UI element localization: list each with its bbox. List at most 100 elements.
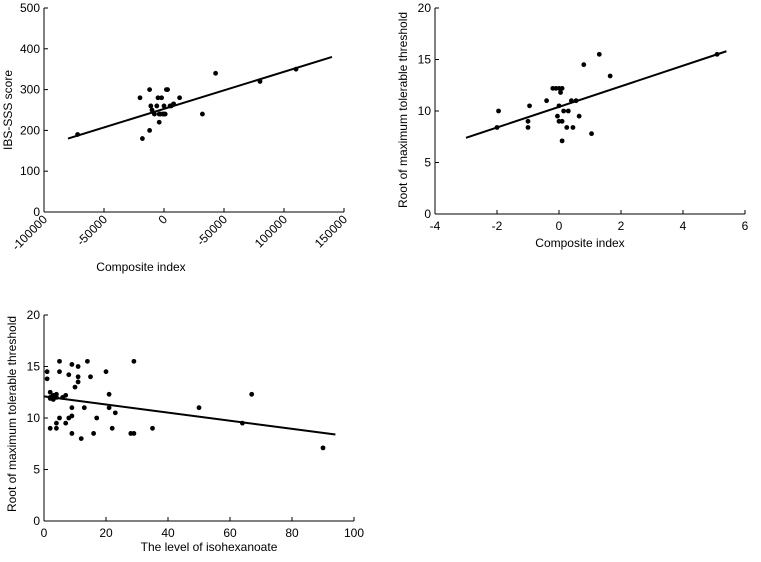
data-point (559, 85, 565, 91)
data-point (88, 374, 93, 380)
data-point (140, 136, 145, 141)
data-point (196, 405, 202, 411)
data-point (69, 413, 75, 419)
data-point (155, 95, 161, 101)
data-point (147, 87, 153, 92)
data-point (293, 66, 299, 72)
data-point (570, 125, 576, 130)
x-tick-label: 20 (99, 526, 113, 540)
data-point (556, 103, 562, 109)
data-point (57, 415, 62, 421)
y-tick-label: 20 (418, 1, 432, 15)
data-point (156, 119, 162, 125)
data-point (109, 425, 115, 431)
data-point (63, 392, 69, 398)
regression-line (67, 56, 333, 140)
data-point (200, 111, 205, 117)
data-point (131, 358, 137, 364)
data-point (75, 364, 81, 369)
data-point (544, 98, 549, 104)
x-tick-label: 2 (618, 219, 625, 233)
data-point (103, 369, 109, 375)
data-point (240, 420, 245, 426)
data-point (525, 125, 531, 130)
data-point (561, 108, 567, 114)
y-tick-label: 0 (424, 207, 431, 221)
data-point (106, 405, 112, 411)
data-point (152, 111, 157, 117)
data-point (148, 103, 154, 109)
y-tick-label: 500 (20, 1, 40, 15)
data-point (159, 95, 165, 101)
data-point (72, 384, 78, 390)
data-point (494, 125, 500, 130)
x-tick-label: 40 (161, 526, 175, 540)
x-tick-label: 100000 (252, 212, 290, 250)
data-point (75, 379, 81, 385)
data-point (69, 362, 75, 367)
data-point (106, 391, 112, 397)
data-point (558, 90, 563, 95)
y-tick-label: 100 (20, 164, 40, 178)
data-point (91, 431, 96, 436)
data-point (112, 410, 118, 416)
data-point (85, 358, 90, 364)
x-tick-label: 0 (556, 219, 563, 233)
data-point (47, 389, 53, 395)
data-point (525, 118, 531, 124)
x-tick-label: 80 (285, 526, 299, 540)
data-point (69, 431, 75, 436)
data-point (147, 127, 153, 133)
data-point (162, 111, 168, 117)
data-point (569, 98, 574, 104)
data-point (81, 405, 87, 411)
y-tick-label: 300 (20, 83, 40, 97)
y-axis-title: Root of maximum tolerable threshold (5, 316, 19, 512)
data-point (94, 415, 100, 421)
regression-line (43, 395, 336, 436)
x-tick-label: 6 (742, 219, 749, 233)
y-tick-label: 0 (33, 514, 40, 528)
x-tick-label: 100 (344, 526, 364, 540)
data-point (57, 358, 62, 364)
data-point (44, 376, 50, 382)
data-point (573, 98, 579, 104)
data-point (161, 103, 167, 109)
y-axis-title: Root of maximum tolerable threshold (396, 12, 410, 208)
data-point (149, 107, 155, 113)
data-point (69, 405, 75, 411)
data-point (527, 103, 532, 109)
data-point (177, 95, 183, 101)
data-point (607, 73, 613, 79)
y-axis-title: IBS-SSS score (1, 70, 15, 150)
chart-threshold-vs-composite: 0 5 10 15 20 -4 -2 0 2 4 6 Composite index Root of m… (396, 1, 749, 250)
data-point (44, 369, 50, 375)
y-tick-label: 20 (27, 308, 41, 322)
data-point (555, 113, 560, 119)
data-point (564, 125, 570, 130)
data-point (165, 87, 171, 92)
y-tick-label: 15 (418, 53, 432, 67)
data-point (565, 108, 571, 114)
data-point (559, 118, 565, 124)
data-point (714, 51, 720, 57)
y-tick-label: 0 (33, 205, 40, 219)
data-point (496, 108, 501, 114)
y-tick-label: 200 (20, 123, 40, 137)
y-tick-label: 10 (418, 104, 432, 118)
x-axis-title: Composite index (96, 260, 185, 274)
x-axis-title: The level of isohexanoate (141, 540, 278, 554)
data-point (57, 369, 62, 375)
x-tick-label: 150000 (312, 212, 350, 250)
y-tick-label: 15 (27, 360, 41, 374)
x-tick-label: -50000 (194, 212, 231, 249)
x-tick-label: -50000 (74, 212, 111, 249)
data-point (249, 391, 255, 397)
x-tick-label: 0 (41, 526, 48, 540)
chart-ibs-sss-vs-composite: 0 100 200 300 400 500 -100000 -50000 0 -50000 1000… (1, 1, 350, 274)
data-point (75, 132, 80, 137)
x-tick-label: 60 (223, 526, 237, 540)
chart-threshold-vs-isohexanoate: 0 5 10 15 20 0 20 40 60 80 100 The level of isohexa… (5, 308, 364, 554)
data-point (320, 445, 326, 451)
